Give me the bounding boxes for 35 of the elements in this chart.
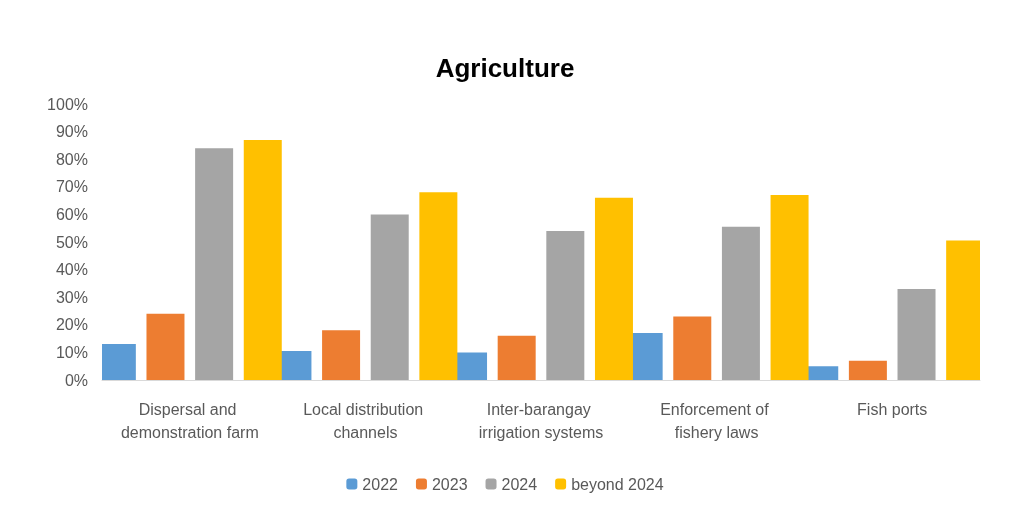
legend-label: 2022 <box>362 475 399 493</box>
bar <box>673 316 712 380</box>
y-tick-label: 70% <box>55 178 88 196</box>
bar <box>848 360 887 380</box>
bar <box>594 197 633 380</box>
chart-title: Agriculture <box>435 53 575 83</box>
legend-label: 2024 <box>501 475 538 493</box>
bar <box>243 139 282 380</box>
y-tick-label: 50% <box>55 233 88 251</box>
y-tick-label: 0% <box>64 371 88 389</box>
y-tick-label: 60% <box>55 205 88 223</box>
bar <box>370 214 409 380</box>
bar <box>721 226 760 380</box>
x-tick-label: Fish ports <box>857 401 928 418</box>
bar <box>419 192 458 380</box>
bar <box>146 313 185 380</box>
x-tick-label: Dispersal and demonstration farm <box>120 401 259 441</box>
x-tick-label: Local distribution channels <box>303 401 428 441</box>
y-tick-label: 10% <box>55 343 88 361</box>
y-tick-label: 20% <box>55 316 88 334</box>
bar <box>195 148 234 380</box>
y-tick-label: 30% <box>55 288 88 306</box>
legend-label: 2023 <box>431 475 468 493</box>
y-tick-label: 100% <box>47 95 88 113</box>
bar <box>770 195 809 380</box>
x-tick-label: Inter-barangay irrigation systems <box>478 401 604 441</box>
x-tick-label: Enforcement of fishery laws <box>660 401 774 441</box>
y-tick-label: 90% <box>55 123 88 141</box>
y-tick-label: 40% <box>55 261 88 279</box>
legend-label: beyond 2024 <box>571 475 664 493</box>
bar <box>497 335 536 380</box>
bar <box>546 230 585 380</box>
bar <box>897 288 936 380</box>
y-tick-label: 80% <box>55 150 88 168</box>
bar <box>322 330 361 380</box>
